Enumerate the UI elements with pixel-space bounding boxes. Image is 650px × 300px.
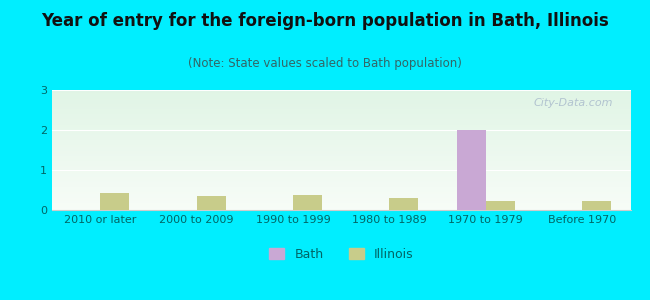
Text: City-Data.com: City-Data.com [534, 98, 613, 108]
Bar [486, 201, 515, 210]
Bar [457, 130, 486, 210]
Bar [389, 198, 419, 210]
Bar [196, 196, 226, 210]
Bar [100, 193, 129, 210]
Text: (Note: State values scaled to Bath population): (Note: State values scaled to Bath popul… [188, 57, 462, 70]
Text: Year of entry for the foreign-born population in Bath, Illinois: Year of entry for the foreign-born popul… [41, 12, 609, 30]
Bar [293, 195, 322, 210]
Bar [582, 201, 611, 210]
Legend: Bath, Illinois: Bath, Illinois [265, 243, 418, 266]
